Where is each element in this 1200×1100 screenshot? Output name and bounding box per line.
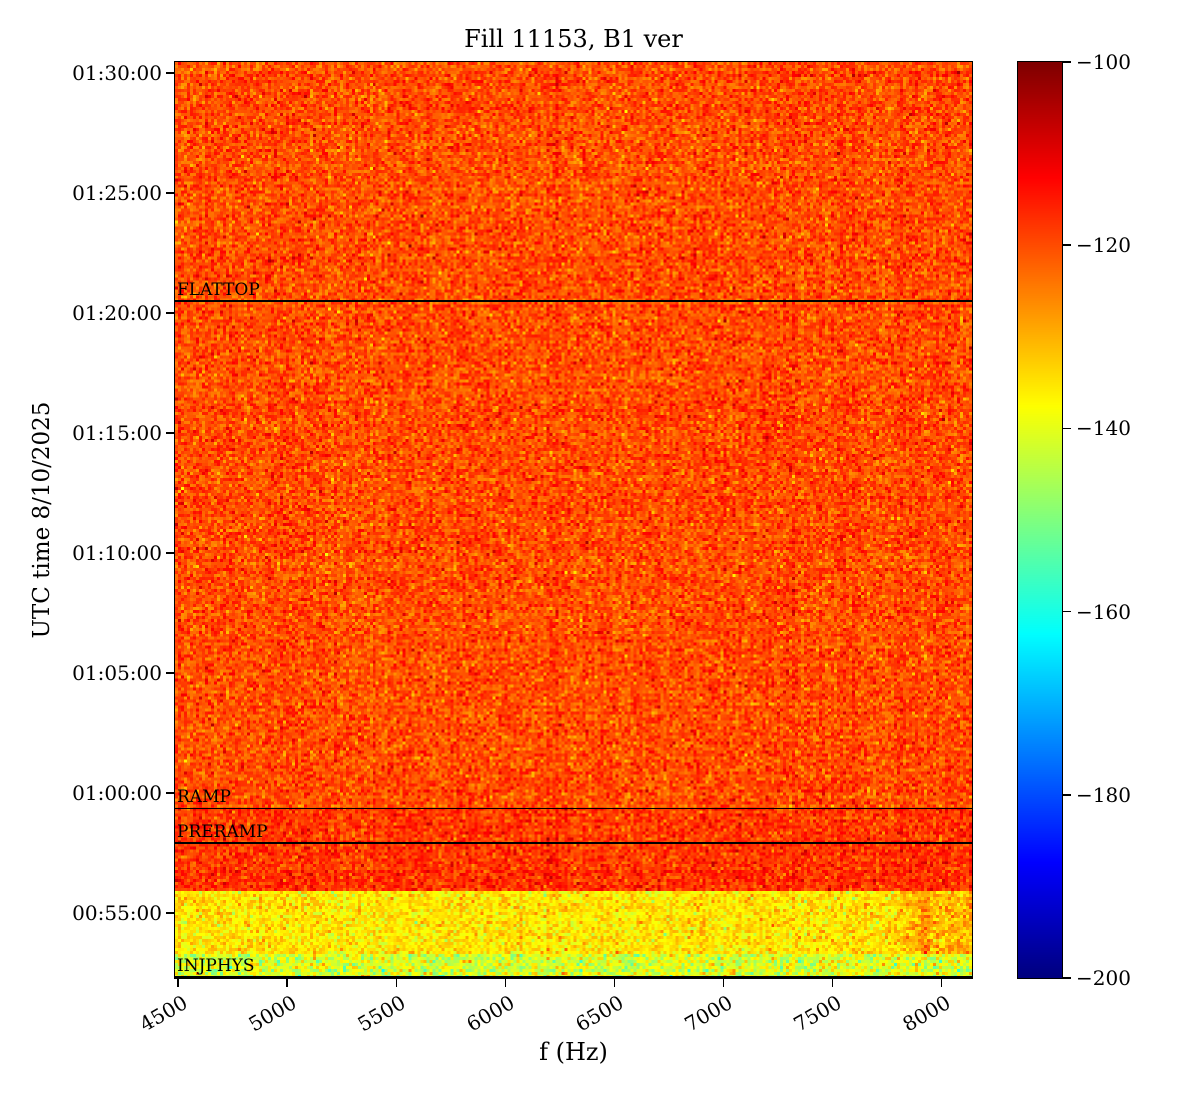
x-tick-mark (177, 978, 180, 987)
colorbar-canvas (1018, 62, 1062, 978)
annotation-line-injphys (175, 976, 972, 979)
x-tick-mark (831, 978, 834, 987)
x-tick-mark (286, 978, 289, 987)
y-tick-mark (166, 432, 175, 434)
annotation-line-flattop (175, 300, 972, 303)
colorbar-tick-mark (1063, 610, 1071, 613)
y-tick-label: 01:20:00 (72, 301, 162, 326)
y-tick-label: 01:30:00 (72, 61, 162, 86)
colorbar-tick-label: −140 (1076, 416, 1131, 441)
x-tick-mark (504, 978, 507, 987)
x-tick-mark (613, 978, 616, 987)
y-tick-label: 01:25:00 (72, 181, 162, 206)
y-tick-mark (166, 792, 175, 794)
annotation-label-ramp: RAMP (177, 787, 231, 808)
annotation-label-preramp: PRERAMP (177, 822, 268, 843)
y-tick-label: 01:10:00 (72, 541, 162, 566)
y-tick-label: 01:05:00 (72, 661, 162, 686)
colorbar-tick-label: −120 (1076, 233, 1131, 258)
x-tick-mark (940, 978, 943, 987)
x-tick-mark (395, 978, 398, 987)
colorbar-tick-label: −160 (1076, 599, 1131, 624)
x-axis-label: f (Hz) (539, 1038, 608, 1066)
y-tick-mark (166, 912, 175, 914)
x-tick-mark (722, 978, 725, 987)
annotation-line-preramp (175, 842, 972, 845)
colorbar-tick-mark (1063, 427, 1071, 430)
y-tick-mark (166, 72, 175, 74)
y-tick-mark (166, 192, 175, 194)
annotation-line-ramp (175, 807, 972, 810)
colorbar-tick-label: −180 (1076, 782, 1131, 807)
colorbar-tick-label: −100 (1076, 50, 1131, 74)
y-tick-mark (166, 312, 175, 314)
annotation-label-flattop: FLATTOP (177, 280, 260, 301)
colorbar-tick-mark (1063, 244, 1071, 246)
colorbar-tick-mark (1063, 977, 1071, 979)
y-tick-label: 00:55:00 (72, 901, 162, 926)
y-tick-label: 01:15:00 (72, 421, 162, 446)
colorbar-tick-mark (1063, 794, 1071, 796)
annotation-label-injphys: INJPHYS (177, 956, 255, 977)
y-tick-mark (166, 552, 175, 554)
colorbar-tick-label: −200 (1076, 966, 1131, 990)
colorbar-tick-mark (1063, 61, 1071, 63)
plot-title: Fill 11153, B1 ver (464, 25, 683, 53)
y-tick-mark (166, 672, 175, 674)
y-tick-label: 01:00:00 (72, 781, 162, 806)
spectrogram-heatmap-canvas (175, 62, 972, 978)
